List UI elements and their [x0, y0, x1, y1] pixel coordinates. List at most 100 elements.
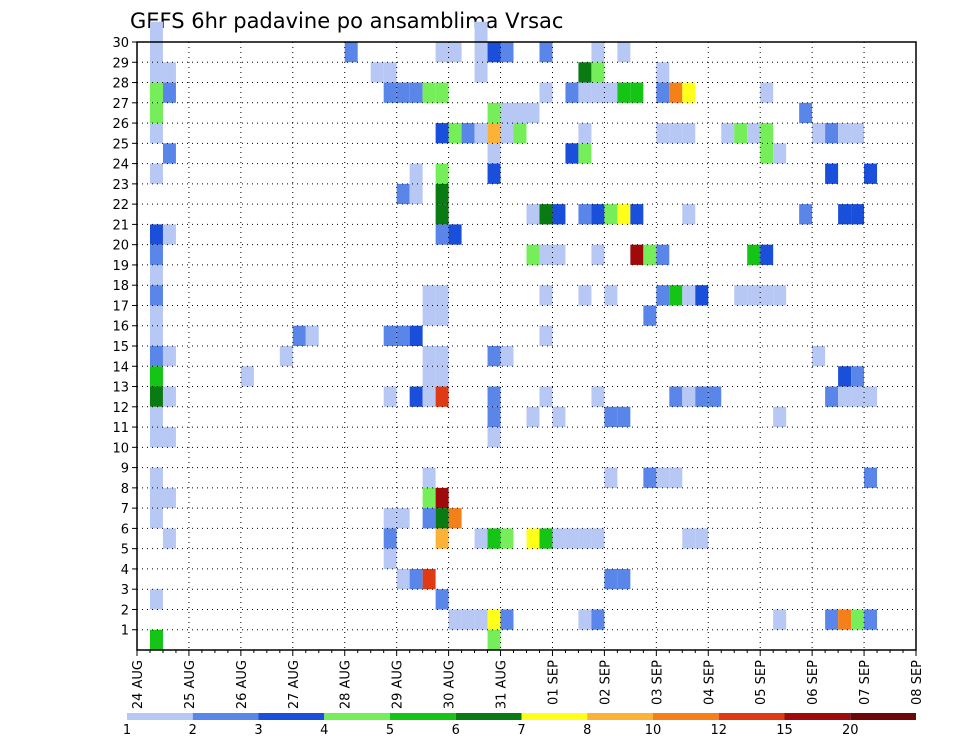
- heatmap-cell: [864, 163, 878, 184]
- heatmap-cell: [656, 285, 670, 306]
- heatmap-cell: [617, 82, 631, 103]
- heatmap-cell: [487, 123, 501, 144]
- heatmap-cell: [448, 609, 462, 630]
- heatmap-cell: [552, 406, 566, 428]
- heatmap-cell: [643, 305, 657, 326]
- heatmap-cell: [500, 609, 514, 630]
- heatmap-cell: [149, 42, 163, 63]
- heatmap-cell: [539, 82, 553, 103]
- heatmap-cell: [396, 568, 410, 590]
- heatmap-cell: [149, 285, 163, 306]
- heatmap-cell: [838, 386, 852, 407]
- heatmap-cell: [383, 325, 397, 346]
- heatmap-cell: [422, 467, 436, 488]
- x-tick-label: 25 AUG: [183, 660, 198, 709]
- x-tick-label: 05 SEP: [754, 660, 769, 705]
- heatmap-cell: [578, 609, 592, 630]
- heatmap-cell: [487, 629, 501, 650]
- y-tick-label: 7: [121, 502, 129, 517]
- heatmap-cell: [552, 528, 566, 549]
- heatmap-cell: [682, 204, 696, 225]
- heatmap-cell: [487, 163, 501, 184]
- heatmap-cell: [630, 244, 644, 265]
- heatmap-cell: [643, 467, 657, 488]
- heatmap-cell: [149, 224, 163, 245]
- heatmap-cell: [448, 42, 462, 63]
- heatmap-cell: [149, 305, 163, 326]
- heatmap-cell: [149, 325, 163, 346]
- y-tick-label: 19: [112, 259, 129, 274]
- heatmap-cell: [773, 406, 787, 428]
- heatmap-cell: [435, 508, 449, 529]
- chart-title: GEFS 6hr padavine po ansamblima Vrsac: [130, 9, 563, 33]
- heatmap-cell: [149, 406, 163, 428]
- heatmap-cell: [851, 123, 865, 144]
- heatmap-cell: [448, 508, 462, 529]
- heatmap-cell: [747, 123, 761, 144]
- heatmap-cell: [760, 123, 774, 144]
- heatmap-cell: [604, 82, 618, 103]
- heatmap-cell: [422, 508, 436, 529]
- x-tick-label: 06 SEP: [806, 660, 821, 705]
- heatmap-cell: [539, 528, 553, 549]
- heatmap-cell: [487, 427, 501, 448]
- heatmap-cell: [539, 244, 553, 265]
- y-tick-label: 27: [112, 97, 129, 112]
- heatmap-cell: [487, 143, 501, 164]
- heatmap-cell: [565, 528, 579, 549]
- heatmap-cell: [851, 204, 865, 225]
- heatmap-cell: [500, 42, 514, 63]
- heatmap-cell: [591, 609, 605, 630]
- heatmap-cell: [864, 386, 878, 407]
- heatmap-cell: [162, 224, 176, 245]
- heatmap-cell: [708, 386, 722, 407]
- heatmap-cell: [695, 386, 709, 407]
- heatmap-cell: [526, 406, 540, 428]
- heatmap-cell: [864, 609, 878, 630]
- y-tick-label: 30: [112, 36, 129, 51]
- heatmap-cell: [396, 183, 410, 205]
- heatmap-cell: [422, 82, 436, 103]
- heatmap-cell: [149, 21, 163, 42]
- heatmap-cell: [409, 163, 423, 184]
- heatmap-cell: [383, 386, 397, 407]
- x-tick-label: 30 AUG: [443, 660, 458, 709]
- heatmap-cell: [344, 42, 358, 63]
- heatmap-cell: [513, 102, 527, 124]
- heatmap-cell: [149, 589, 163, 610]
- heatmap-cell: [669, 123, 683, 144]
- x-axis-ticks: 24 AUG 25 AUG 26 AUG 27 AUG 28 AUG 29 AUG 30 A…: [131, 650, 925, 709]
- heatmap-cell: [682, 386, 696, 407]
- heatmap-cell: [773, 143, 787, 164]
- heatmap-cell: [474, 42, 488, 63]
- heatmap-cell: [162, 487, 176, 509]
- x-tick-label: 03 SEP: [650, 660, 665, 705]
- colorbar-swatch: [587, 713, 653, 720]
- colorbar-swatch: [390, 713, 456, 720]
- x-tick-label: 27 AUG: [287, 660, 302, 709]
- heatmap-cell: [591, 386, 605, 407]
- heatmap-cell: [695, 285, 709, 306]
- y-tick-label: 3: [121, 583, 129, 598]
- heatmap-cell: [734, 285, 748, 306]
- heatmap-cell: [578, 123, 592, 144]
- heatmap-cell: [552, 204, 566, 225]
- heatmap-cell: [305, 325, 319, 346]
- colorbar-swatch: [653, 713, 719, 720]
- y-tick-label: 6: [121, 522, 129, 537]
- heatmap-cell: [396, 508, 410, 529]
- heatmap-cell: [474, 528, 488, 549]
- heatmap-cell: [149, 346, 163, 367]
- heatmap-cell: [591, 82, 605, 103]
- heatmap-cell: [149, 467, 163, 488]
- colorbar-swatch: [850, 713, 916, 720]
- heatmap-cell: [552, 244, 566, 265]
- heatmap-cell: [149, 102, 163, 124]
- heatmap-cell: [539, 285, 553, 306]
- heatmap-cell: [435, 42, 449, 63]
- heatmap-cell: [851, 386, 865, 407]
- x-tick-label: 01 SEP: [546, 660, 561, 705]
- heatmap-cell: [487, 346, 501, 367]
- heatmap-cell: [526, 102, 540, 124]
